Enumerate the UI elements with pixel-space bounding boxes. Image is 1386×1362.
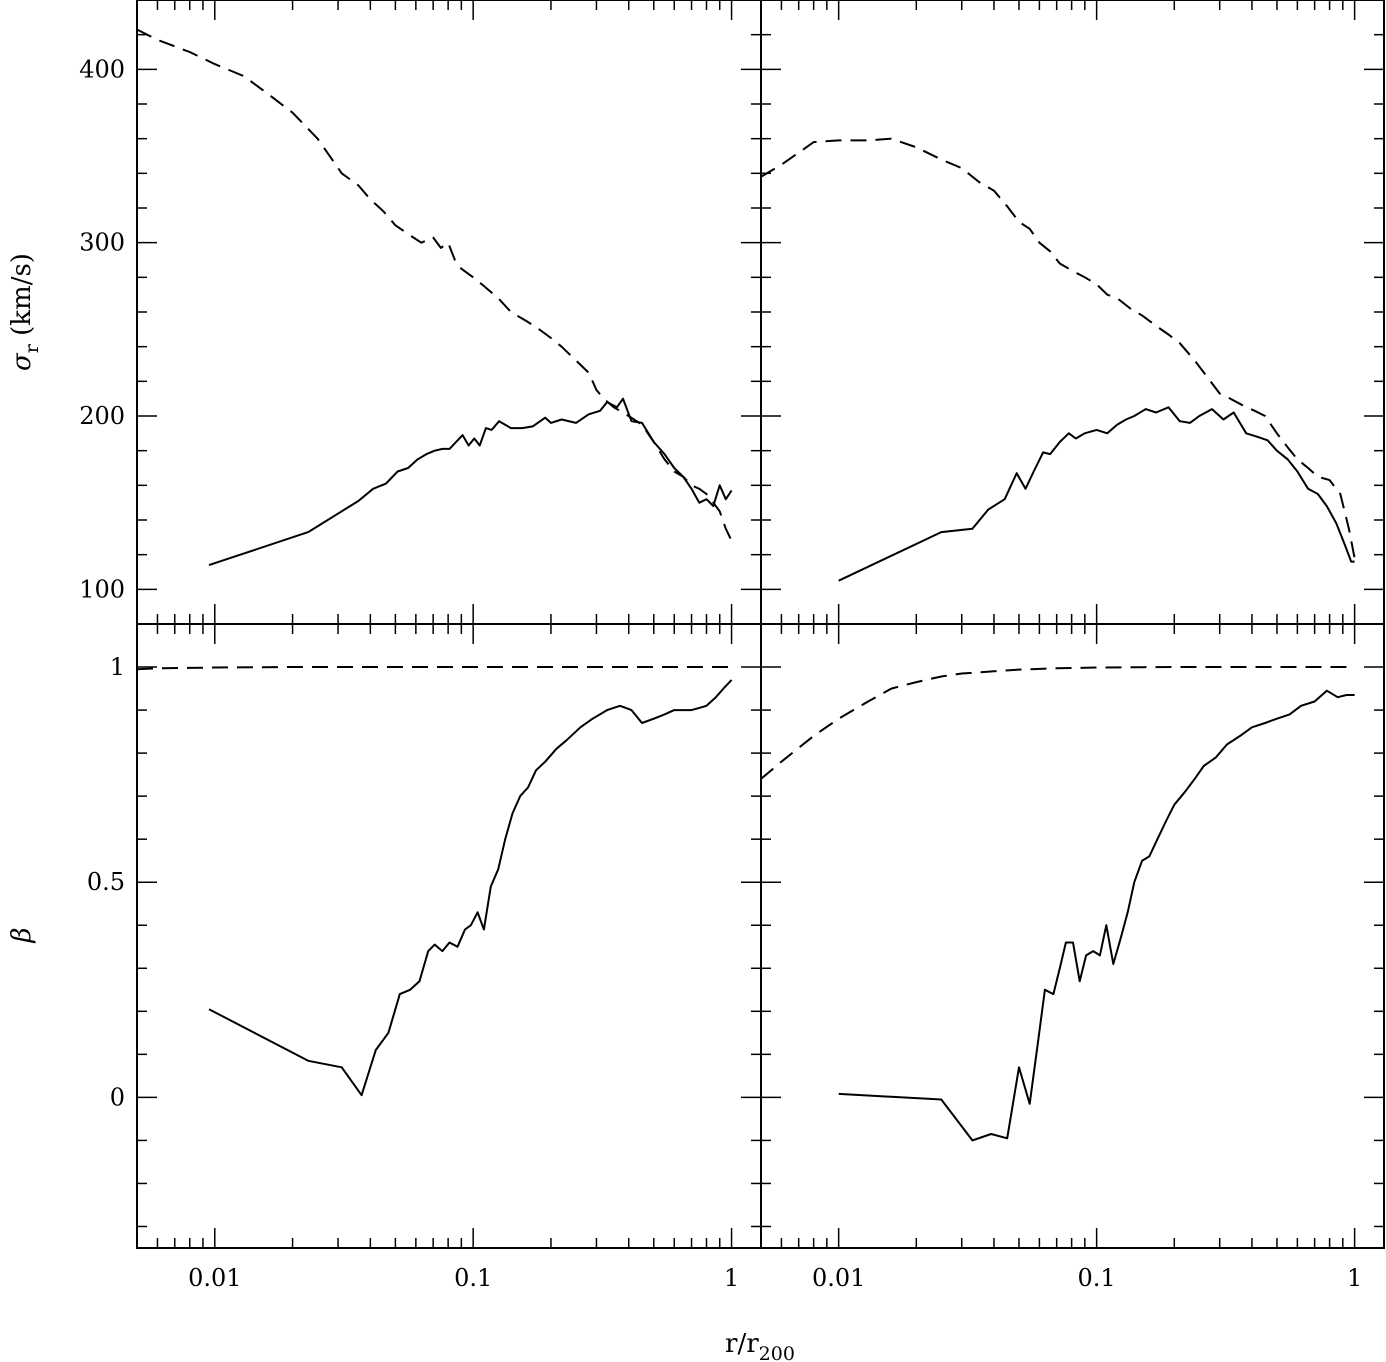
panel-frame — [136, 623, 762, 1249]
panel-frame — [760, 623, 1385, 1249]
series-line-solid — [838, 406, 1355, 582]
panels-group: 100 200 300 400 0.01 0.1 1 0 0.5 1 0.01 0.1 1 — [79, 0, 1385, 1292]
y-tick-label: 200 — [79, 402, 125, 430]
y-axis-label-beta: β — [7, 927, 37, 943]
y-tick-label: 400 — [79, 55, 125, 83]
series-line-solid — [838, 689, 1355, 1142]
y-axis-label-sigma-main: σ — [7, 352, 37, 371]
series-line-dashed — [761, 137, 1356, 559]
x-tick-label: 0.1 — [1078, 1264, 1116, 1292]
x-tick-label: 1 — [724, 1264, 739, 1292]
y-tick-label: 0.5 — [87, 868, 125, 896]
x-axis-label: r/r200 — [725, 1329, 795, 1362]
y-tick-label: 100 — [79, 575, 125, 603]
series-line-solid — [208, 397, 733, 567]
y-axis-label-sigma: σr (km/s) — [7, 253, 43, 371]
x-axis-label-main: r/r — [725, 1329, 759, 1359]
series-line-dashed — [761, 666, 1355, 780]
series-line-dashed — [137, 666, 732, 671]
panel-bottom-right: 0.01 0.1 1 — [760, 623, 1385, 1292]
y-axis-label-sigma-sub: r — [21, 343, 43, 353]
panel-frame — [760, 0, 1385, 625]
x-tick-label: 1 — [1347, 1264, 1362, 1292]
x-tick-label: 0.01 — [188, 1264, 241, 1292]
y-axis-label-sigma-rest: (km/s) — [7, 253, 37, 344]
series-line-dashed — [137, 28, 733, 542]
x-axis-label-sub: 200 — [759, 1343, 795, 1362]
y-tick-label: 0 — [110, 1083, 125, 1111]
panel-bottom-left: 0.01 0.1 1 0 0.5 1 — [87, 623, 762, 1292]
x-tick-label: 0.1 — [454, 1264, 492, 1292]
x-tick-label: 0.01 — [812, 1264, 865, 1292]
panel-top-left: 100 200 300 400 — [79, 0, 762, 625]
series-line-solid — [208, 679, 733, 1097]
y-tick-label: 1 — [110, 653, 125, 681]
panel-frame — [136, 0, 762, 625]
panel-top-right — [760, 0, 1385, 625]
y-tick-label: 300 — [79, 229, 125, 257]
